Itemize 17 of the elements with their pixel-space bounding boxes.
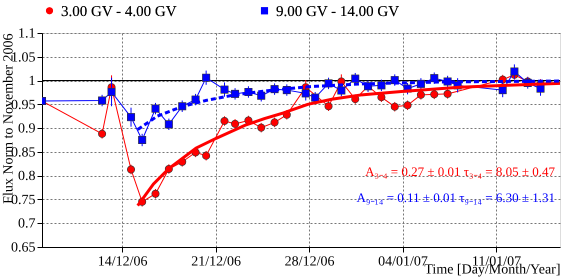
legend-label: 9.00 GV - 14.00 GV [276,4,400,20]
annotation: A₉₋₁₄ = 0.11 ± 0.01 τ₉₋₁₄ = 6.30 ± 1.31 [356,190,555,205]
y-tick-label: 1.1 [18,26,36,42]
y-tick-label: 0.85 [11,145,36,160]
x-tick-label: 28/12/06 [284,254,334,270]
y-tick-label: 0.9 [18,122,36,137]
legend-label: 3.00 GV - 4.00 GV [61,4,177,20]
annotation: A₃₋₄ = 0.27 ± 0.01 τ₃₋₄ = 8.05 ± 0.47 [365,164,556,179]
y-tick-label: 1 [28,74,36,90]
y-tick-label: 0.75 [11,192,36,208]
x-tick-label: 21/12/06 [191,254,241,270]
y-tick-label: 1.05 [11,50,36,66]
y-tick-label: 0.7 [18,216,36,232]
y-tick-label: 0.8 [18,169,36,184]
x-tick-label: 14/12/06 [98,254,148,270]
x-tick-label: 04/01/07 [378,254,428,270]
y-tick-label: 0.65 [11,240,36,256]
